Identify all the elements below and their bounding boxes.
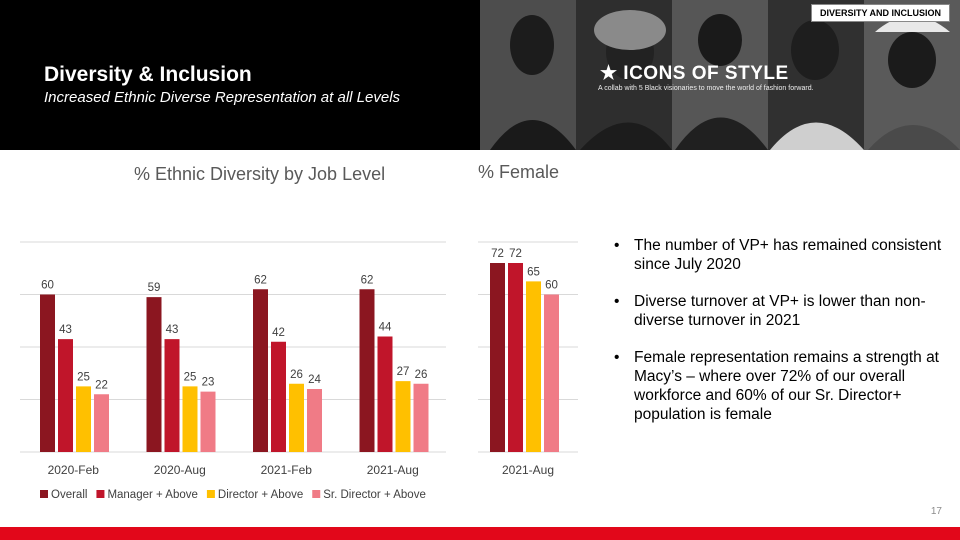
category-label: 2021-Aug [502, 463, 554, 477]
bar-manager-above [58, 339, 73, 452]
bar-overall [146, 297, 162, 452]
category-label: 2020-Feb [48, 463, 100, 477]
category-label: 2021-Aug [367, 463, 419, 477]
bar-director-above [526, 281, 541, 452]
data-label: 43 [166, 324, 179, 336]
bar-sr-director-above [94, 394, 109, 452]
data-label: 43 [59, 324, 72, 336]
ethnic-diversity-chart: 60 43 25 22 2020-Feb 59 43 25 23 2020-Aug 62 42 26 24… [20, 241, 446, 501]
icons-of-style-photo: ★ ICONS OF STYLE A collab with 5 Black v… [480, 0, 960, 150]
legend-swatch [312, 490, 321, 498]
bar-overall [490, 263, 505, 452]
bar-manager-above [508, 263, 523, 452]
bar-sr-director-above [413, 383, 429, 452]
data-label: 24 [308, 374, 321, 386]
data-label: 62 [254, 274, 267, 286]
chart-title-ethnic-diversity: % Ethnic Diversity by Job Level [134, 164, 386, 184]
legend-label: Overall [51, 489, 87, 501]
header-banner: Diversity & Inclusion Increased Ethnic D… [0, 0, 960, 150]
data-label: 27 [397, 366, 410, 378]
brand-title: ★ ICONS OF STYLE [600, 63, 789, 84]
bar-director-above [289, 383, 304, 452]
data-label: 59 [148, 282, 161, 294]
data-label: 62 [361, 274, 374, 286]
key-points-list: The number of VP+ has remained consisten… [614, 236, 954, 442]
key-point: Diverse turnover at VP+ is lower than no… [614, 292, 954, 330]
brand-subtitle: A collab with 5 Black visionaries to mov… [598, 85, 814, 92]
legend-swatch [40, 490, 48, 498]
footer-bar [0, 527, 960, 540]
portrait-collage [480, 0, 960, 150]
legend-label: Manager + Above [107, 489, 197, 501]
category-label: 2021-Feb [261, 463, 313, 477]
bar-director-above [395, 381, 411, 452]
data-label: 25 [184, 371, 197, 383]
section-badge: DIVERSITY AND INCLUSION [810, 4, 950, 22]
chart-title-female: % Female [478, 162, 560, 182]
bar-overall [40, 294, 55, 452]
legend-label: Director + Above [218, 489, 303, 501]
bar-overall [253, 289, 268, 452]
data-label: 72 [491, 248, 504, 260]
bar-manager-above [377, 336, 393, 452]
bar-director-above [76, 386, 91, 452]
bar-sr-director-above [307, 389, 322, 452]
data-label: 60 [545, 280, 558, 292]
data-label: 60 [41, 280, 54, 292]
page-title: Diversity & Inclusion [44, 63, 252, 86]
bar-overall [359, 289, 375, 452]
female-chart: 72 72 65 60 2021-Aug [478, 241, 578, 477]
legend-label: Sr. Director + Above [323, 489, 426, 501]
bar-director-above [182, 386, 198, 452]
data-label: 26 [290, 369, 303, 381]
page-number: 17 [930, 506, 942, 517]
key-point: The number of VP+ has remained consisten… [614, 236, 954, 274]
data-label: 44 [379, 322, 392, 334]
data-label: 65 [527, 266, 540, 278]
bar-manager-above [271, 341, 286, 452]
bar-sr-director-above [200, 391, 216, 452]
key-point: Female representation remains a strength… [614, 348, 954, 424]
page-subtitle: Increased Ethnic Diverse Representation … [44, 89, 401, 106]
legend-swatch [96, 490, 105, 498]
data-label: 25 [77, 371, 90, 383]
data-label: 22 [95, 379, 108, 391]
legend-swatch [206, 490, 215, 498]
category-label: 2020-Aug [154, 463, 206, 477]
data-label: 26 [415, 369, 428, 381]
data-label: 23 [202, 377, 215, 389]
bar-sr-director-above [544, 294, 559, 452]
data-label: 42 [272, 327, 285, 339]
data-label: 72 [509, 248, 522, 260]
bar-manager-above [164, 339, 180, 452]
